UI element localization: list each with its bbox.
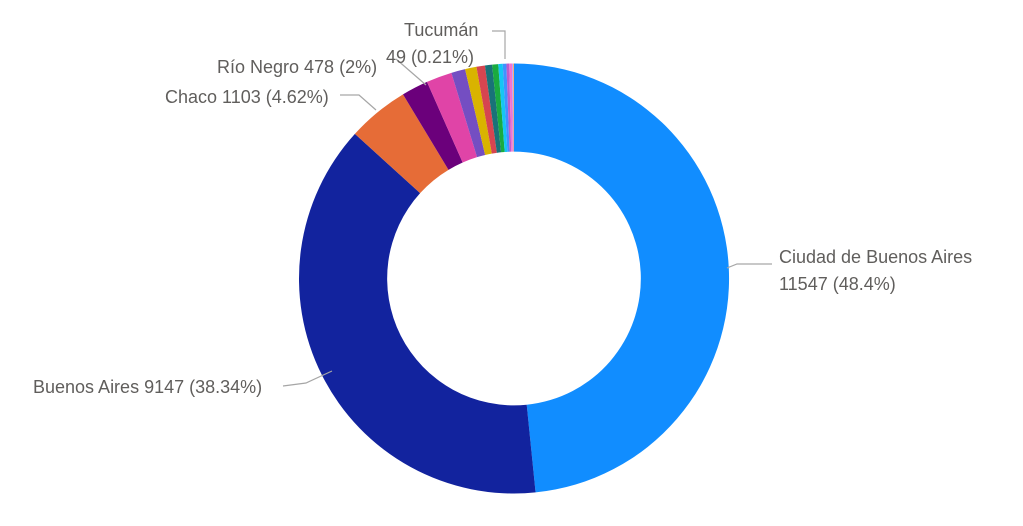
donut-slice-other-9[interactable] [506,63,512,152]
label-ciudad-de-buenos-aires-value: 11547 (48.4%) [779,274,896,294]
donut-slice-other-6[interactable] [492,64,505,153]
donut-slice-other-8[interactable] [502,63,510,152]
label-tucuman-value: 49 (0.21%) [386,47,475,67]
leader-line-ciudad-de-buenos-aires [726,263,772,269]
donut-slice-other-11[interactable] [513,63,514,152]
donut-slice-buenos-aires[interactable] [298,133,536,494]
donut-slice-rio-negro[interactable] [402,81,463,170]
label-rio-negro: Río Negro 478 (2%) [217,57,378,77]
donut-slice-chaco[interactable] [354,94,449,194]
donut-slice-other-7[interactable] [498,63,508,152]
leader-line-tucuman [492,30,506,59]
donut-slice-ciudad-de-buenos-aires[interactable] [514,63,730,493]
donut-slice-tucuman[interactable] [509,63,513,152]
label-tucuman-name: Tucumán [404,20,479,40]
label-buenos-aires: Buenos Aires 9147 (38.34%) [33,377,263,397]
donut-slice-other-5[interactable] [484,64,502,153]
donut-slice-other-2[interactable] [451,69,486,158]
donut-slice-other-3[interactable] [465,66,492,155]
leader-line-rio-negro [395,58,427,86]
leader-line-buenos-aires [282,370,333,387]
donut-slice-other-10[interactable] [512,63,514,152]
donut-slice-other-4[interactable] [476,65,497,154]
leader-line-chaco [340,94,377,111]
donut-slice-other-1[interactable] [426,72,478,163]
label-chaco: Chaco 1103 (4.62%) [165,87,329,107]
label-ciudad-de-buenos-aires-name: Ciudad de Buenos Aires [779,247,973,267]
